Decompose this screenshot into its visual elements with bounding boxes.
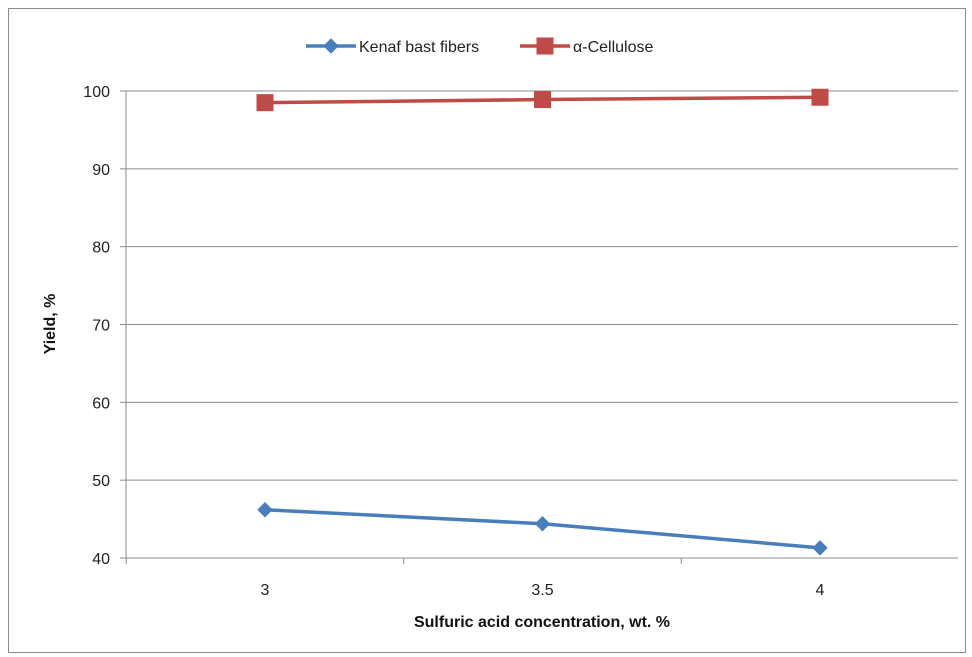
y-tick-label: 40	[92, 551, 110, 568]
y-tick-labels: 40 50 60 70 80 90 100	[83, 84, 110, 568]
legend: Kenaf bast fibers α-Cellulose	[306, 37, 653, 56]
data-point	[812, 540, 828, 556]
legend-item: Kenaf bast fibers	[306, 38, 479, 56]
y-tick-label: 50	[92, 473, 110, 490]
data-point	[257, 502, 273, 518]
y-axis-title: Yield, %	[42, 294, 59, 355]
y-tick-label: 60	[92, 395, 110, 412]
y-tick-label: 70	[92, 318, 110, 335]
series-kenaf-bast-fibers	[257, 502, 828, 556]
data-point	[256, 94, 274, 112]
x-tick-label: 3.5	[531, 582, 553, 599]
series-alpha-cellulose	[256, 88, 829, 112]
legend-marker	[536, 37, 554, 55]
axes	[125, 91, 958, 564]
data-point	[534, 516, 551, 532]
x-tick-labels: 3 3.5 4	[261, 582, 825, 599]
data-point	[534, 91, 551, 109]
y-tick-label: 90	[92, 162, 110, 179]
y-tick-label: 100	[83, 84, 110, 101]
x-tick-label: 4	[816, 582, 825, 599]
data-point	[811, 88, 829, 106]
series-group	[256, 88, 829, 556]
gridlines	[120, 90, 958, 559]
legend-item: α-Cellulose	[520, 37, 653, 56]
legend-label: α-Cellulose	[573, 39, 653, 56]
x-axis-title: Sulfuric acid concentration, wt. %	[414, 614, 670, 631]
y-tick-label: 80	[92, 240, 110, 257]
legend-marker	[323, 38, 339, 54]
legend-label: Kenaf bast fibers	[359, 39, 479, 56]
x-tick-label: 3	[261, 582, 270, 599]
